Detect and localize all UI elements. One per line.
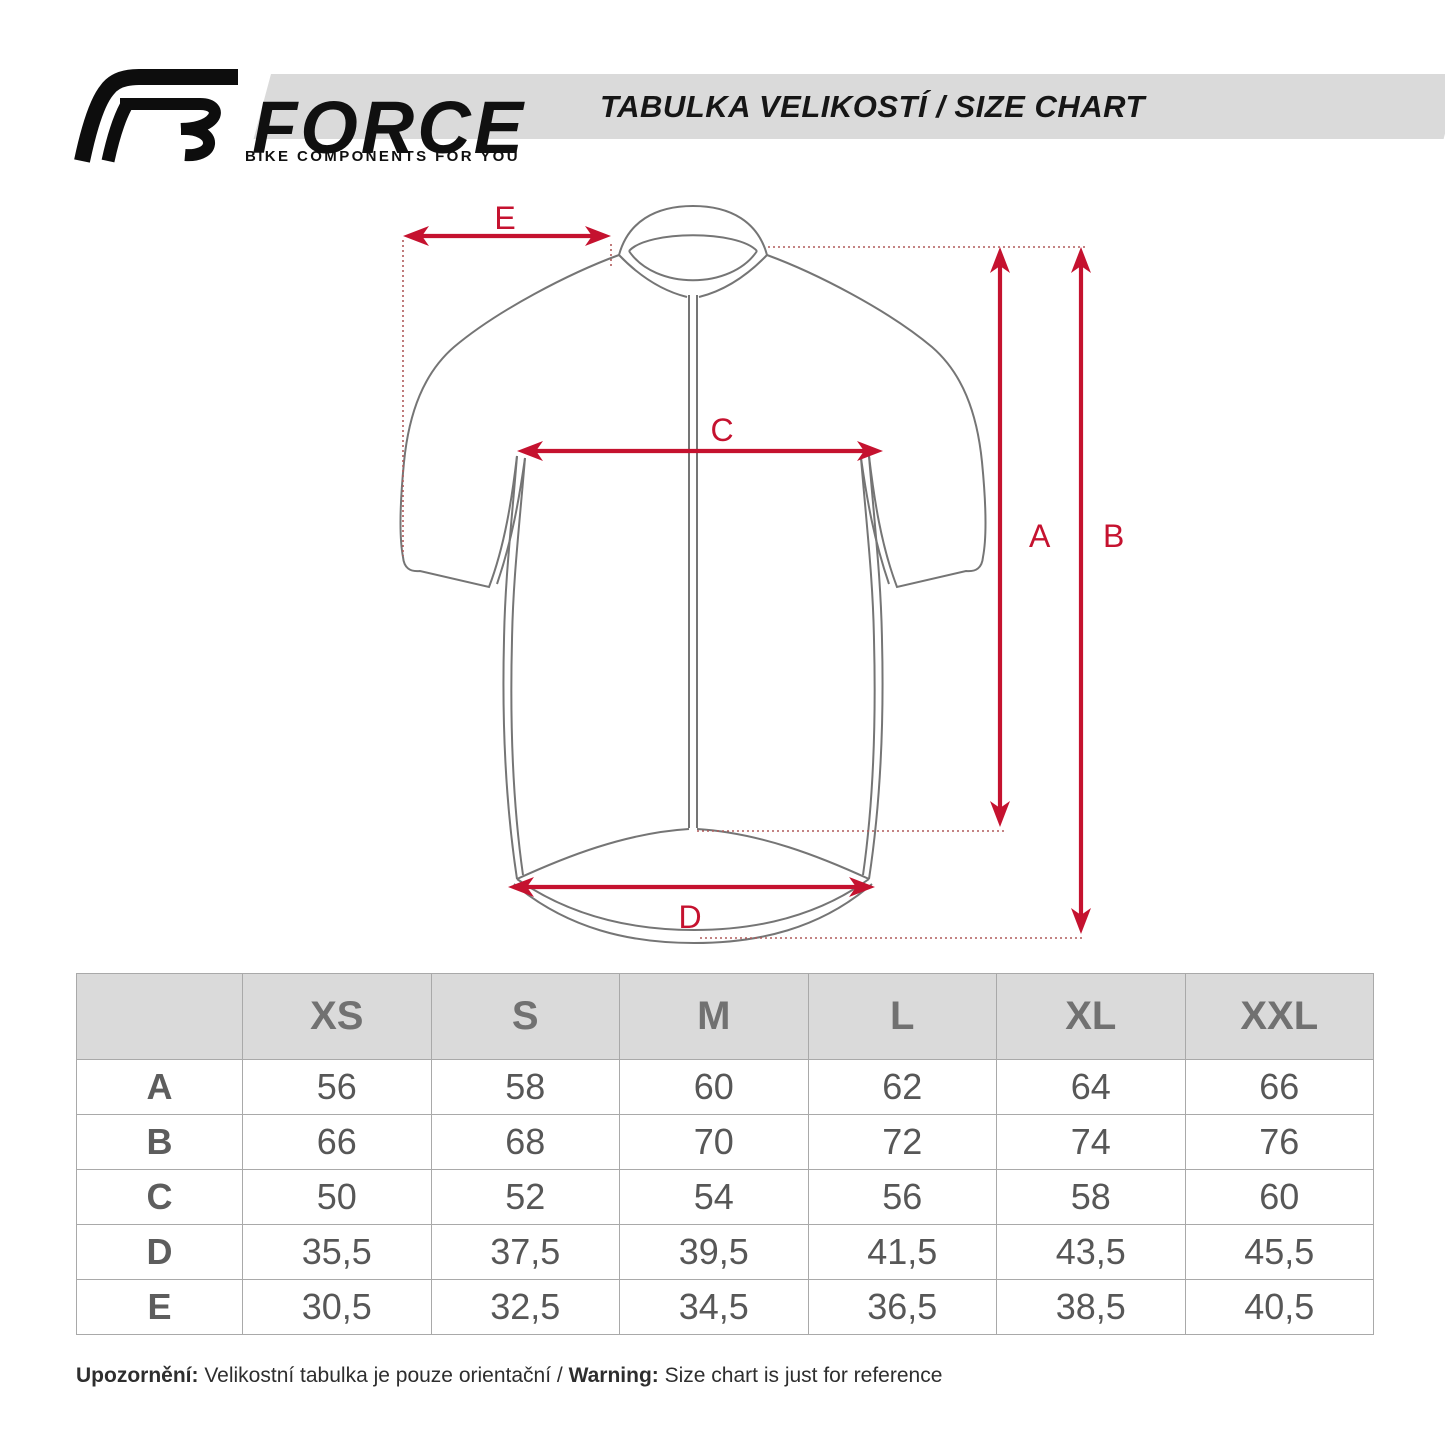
cell-value: 60 xyxy=(1184,1169,1374,1225)
warning-label-en: Warning: xyxy=(568,1364,659,1387)
jersey-outline xyxy=(399,204,987,945)
size-table-header-row: XS S M L XL XXL xyxy=(76,973,1374,1060)
cell-value: 76 xyxy=(1184,1114,1374,1170)
cell-value: 60 xyxy=(619,1059,809,1115)
cell-value: 72 xyxy=(807,1114,997,1170)
measure-label-b: B xyxy=(1103,518,1124,554)
cell-value: 41,5 xyxy=(807,1224,997,1280)
cell-value: 64 xyxy=(996,1059,1186,1115)
measure-arrow-e xyxy=(403,226,611,246)
cell-value: 62 xyxy=(807,1059,997,1115)
measure-label-d: D xyxy=(678,899,701,935)
table-row-c: C 50 52 54 56 58 60 xyxy=(76,1169,1374,1225)
page-title: TABULKA VELIKOSTÍ / SIZE CHART xyxy=(600,89,1145,124)
cell-value: 32,5 xyxy=(430,1279,620,1335)
cell-value: 58 xyxy=(430,1059,620,1115)
measure-label-a: A xyxy=(1029,518,1051,554)
measure-label-e: E xyxy=(494,200,515,236)
warning-text-cs: Velikostní tabulka je pouze orientační / xyxy=(198,1364,569,1387)
row-label: D xyxy=(76,1224,243,1280)
table-row-d: D 35,5 37,5 39,5 41,5 43,5 45,5 xyxy=(76,1224,1374,1280)
cell-value: 38,5 xyxy=(996,1279,1186,1335)
cell-value: 74 xyxy=(996,1114,1186,1170)
row-label: A xyxy=(76,1059,243,1115)
cell-value: 66 xyxy=(242,1114,432,1170)
table-row-a: A 56 58 60 62 64 66 xyxy=(76,1059,1374,1115)
row-label: C xyxy=(76,1169,243,1225)
warning-text-en: Size chart is just for reference xyxy=(658,1364,943,1387)
cell-value: 30,5 xyxy=(242,1279,432,1335)
brand-tagline: BIKE COMPONENTS FOR YOU xyxy=(245,148,520,165)
cell-value: 56 xyxy=(807,1169,997,1225)
size-col-header xyxy=(76,973,243,1060)
size-col-header-s: S xyxy=(430,973,620,1060)
row-label: B xyxy=(76,1114,243,1170)
force-f-emblem-icon xyxy=(74,69,238,163)
reference-dotted-lines xyxy=(402,240,1085,939)
table-row-b: B 66 68 70 72 74 76 xyxy=(76,1114,1374,1170)
size-col-header-m: M xyxy=(619,973,809,1060)
row-label: E xyxy=(76,1279,243,1335)
cell-value: 37,5 xyxy=(430,1224,620,1280)
size-col-header-xxl: XXL xyxy=(1184,973,1374,1060)
warning-label-cs: Upozornění: xyxy=(76,1364,199,1387)
cell-value: 56 xyxy=(242,1059,432,1115)
measure-arrow-c xyxy=(517,441,883,461)
brand-logo-text: FORCE xyxy=(252,86,526,169)
warning-note: Upozornění: Velikostní tabulka je pouze … xyxy=(76,1364,942,1388)
cell-value: 39,5 xyxy=(619,1224,809,1280)
table-row-e: E 30,5 32,5 34,5 36,5 38,5 40,5 xyxy=(76,1279,1374,1335)
cell-value: 34,5 xyxy=(619,1279,809,1335)
cell-value: 70 xyxy=(619,1114,809,1170)
cell-value: 35,5 xyxy=(242,1224,432,1280)
cell-value: 45,5 xyxy=(1184,1224,1374,1280)
measure-arrow-b xyxy=(1071,247,1091,934)
cell-value: 43,5 xyxy=(996,1224,1186,1280)
size-col-header-l: L xyxy=(807,973,997,1060)
size-col-header-xl: XL xyxy=(996,973,1186,1060)
measure-arrow-a xyxy=(990,247,1010,827)
measure-arrow-d xyxy=(508,877,875,897)
cell-value: 66 xyxy=(1184,1059,1374,1115)
measure-label-c: C xyxy=(710,412,733,448)
cell-value: 68 xyxy=(430,1114,620,1170)
cell-value: 40,5 xyxy=(1184,1279,1374,1335)
cell-value: 54 xyxy=(619,1169,809,1225)
size-chart-table: XS S M L XL XXL A 56 58 60 62 64 66 B 66… xyxy=(76,973,1374,1335)
cell-value: 36,5 xyxy=(807,1279,997,1335)
cell-value: 52 xyxy=(430,1169,620,1225)
cell-value: 58 xyxy=(996,1169,1186,1225)
cell-value: 50 xyxy=(242,1169,432,1225)
size-col-header-xs: XS xyxy=(242,973,432,1060)
